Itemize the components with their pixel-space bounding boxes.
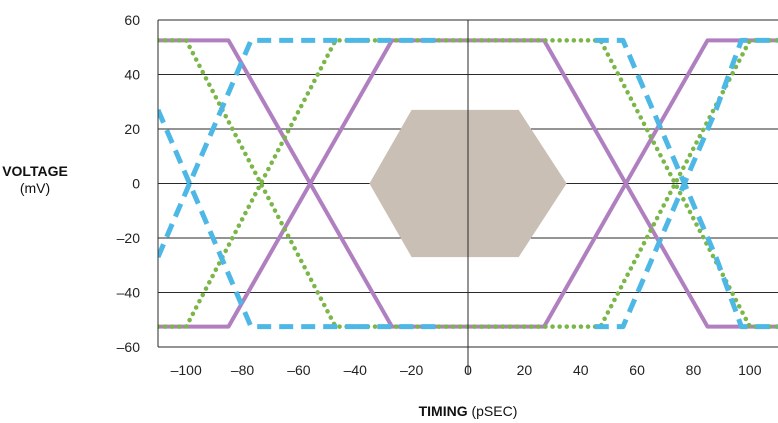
axes bbox=[157, 20, 469, 375]
y-tick-labels: 60 40 20 0 –20 –40 –60 bbox=[117, 12, 141, 355]
trace-dashed-1 bbox=[158, 37, 356, 259]
trace-dashed-5 bbox=[594, 37, 778, 330]
y-tick-label-0: 60 bbox=[124, 12, 140, 28]
x-tick-label-0: –100 bbox=[171, 362, 202, 378]
x-tick-label-5: 0 bbox=[464, 362, 472, 378]
x-axis-title: TIMING (pSEC) bbox=[419, 403, 518, 419]
y-tick-label-3: 0 bbox=[132, 176, 140, 192]
y-tick-label-6: –60 bbox=[117, 339, 141, 355]
x-tick-label-3: –40 bbox=[344, 362, 368, 378]
x-tick-label-1: –80 bbox=[231, 362, 255, 378]
x-axis-title-bold: TIMING bbox=[419, 403, 468, 419]
x-tick-labels: –100 –80 –60 –40 –20 0 20 40 60 80 100 bbox=[171, 362, 762, 378]
y-tick-label-1: 40 bbox=[124, 67, 140, 83]
x-tick-label-4: –20 bbox=[400, 362, 424, 378]
x-axis-unit: (pSEC) bbox=[471, 403, 517, 419]
x-tick-label-7: 40 bbox=[573, 362, 589, 378]
x-tick-label-2: –60 bbox=[287, 362, 311, 378]
y-tick-label-4: –20 bbox=[117, 230, 141, 246]
y-axis-unit: (mV) bbox=[20, 180, 50, 196]
x-tick-label-6: 20 bbox=[517, 362, 533, 378]
y-tick-label-5: –40 bbox=[117, 285, 141, 301]
x-tick-label-10: 100 bbox=[738, 362, 762, 378]
x-tick-label-9: 80 bbox=[686, 362, 702, 378]
x-tick-label-8: 60 bbox=[629, 362, 645, 378]
trace-dashed-0 bbox=[158, 108, 356, 330]
y-tick-label-2: 20 bbox=[124, 121, 140, 137]
series-dashed bbox=[158, 37, 778, 330]
trace-dashed-4 bbox=[594, 37, 778, 330]
y-axis-title: VOLTAGE bbox=[2, 163, 68, 179]
